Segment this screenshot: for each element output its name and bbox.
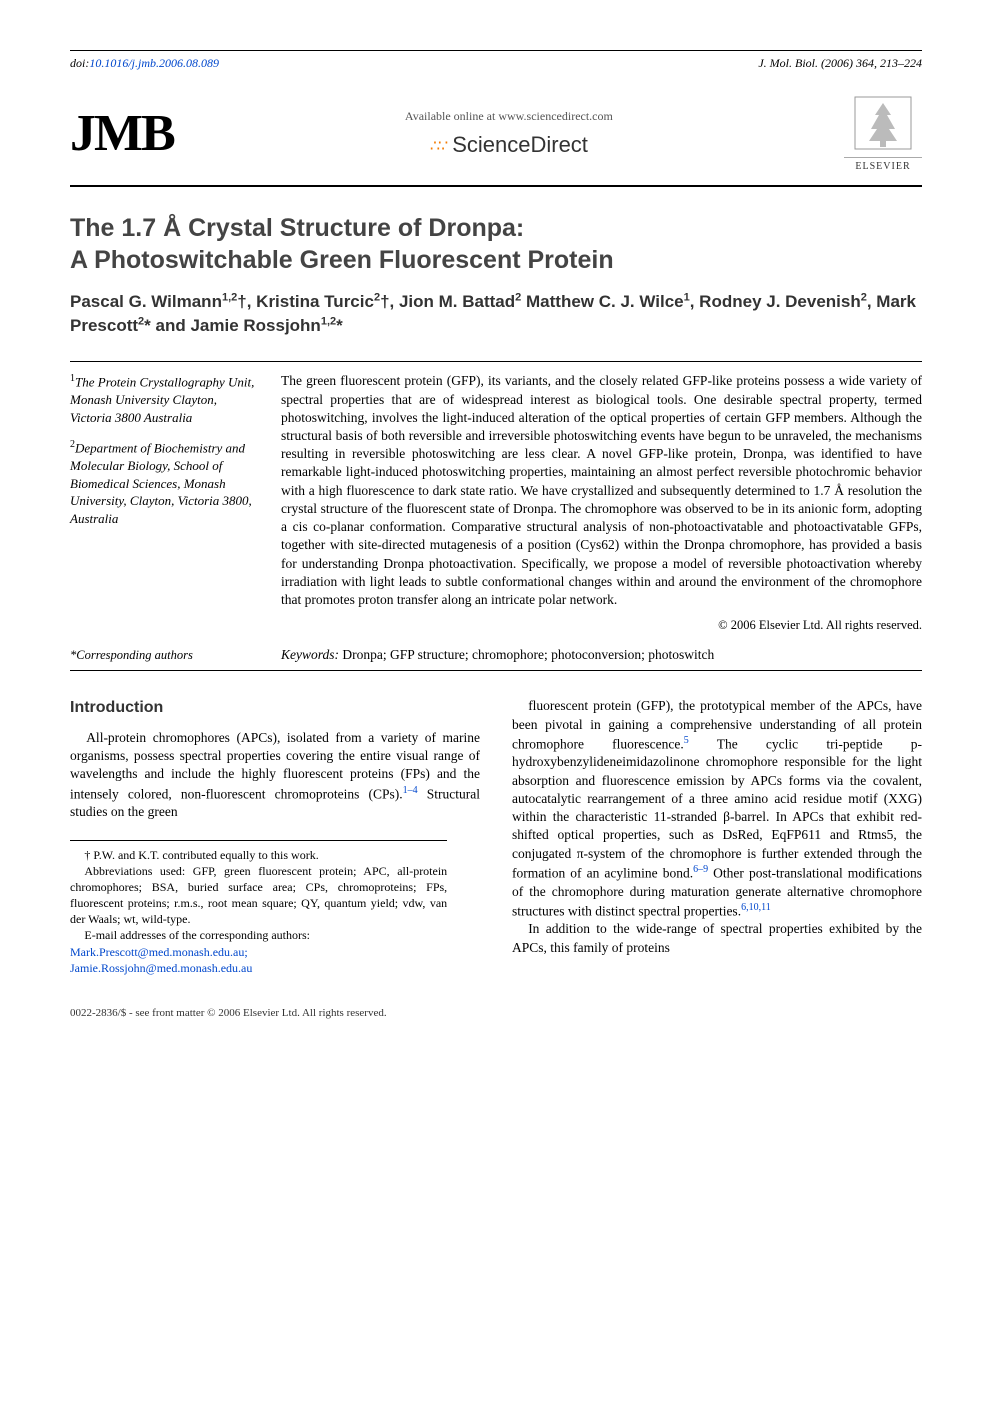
- intro2-b: The cyclic tri-peptide p-hydroxybenzylid…: [512, 736, 922, 880]
- body-columns: Introduction All-protein chromophores (A…: [70, 697, 922, 976]
- abstract-column: The green fluorescent protein (GFP), its…: [281, 372, 922, 634]
- keywords-label: Keywords:: [281, 647, 339, 662]
- article-title: The 1.7 Å Crystal Structure of Dronpa: A…: [70, 213, 922, 276]
- sciencedirect-dots-icon: ∴∵: [430, 138, 446, 155]
- footnote-email-label: E-mail addresses of the corresponding au…: [70, 927, 447, 943]
- footnote-equal-contrib: † P.W. and K.T. contributed equally to t…: [70, 847, 447, 863]
- left-column: Introduction All-protein chromophores (A…: [70, 697, 480, 976]
- ref-link-1-4[interactable]: 1–4: [403, 785, 418, 796]
- affil-2-text: Department of Biochemistry and Molecular…: [70, 441, 252, 526]
- affil-abstract-row: 1The Protein Crystallography Unit, Monas…: [70, 361, 922, 634]
- footnote-abbreviations: Abbreviations used: GFP, green fluoresce…: [70, 863, 447, 928]
- affiliation-2: 2Department of Biochemistry and Molecula…: [70, 438, 255, 527]
- top-meta-bar: doi:10.1016/j.jmb.2006.08.089 J. Mol. Bi…: [70, 50, 922, 71]
- abstract-copyright: © 2006 Elsevier Ltd. All rights reserved…: [281, 617, 922, 634]
- elsevier-label: ELSEVIER: [844, 157, 922, 174]
- footnote-email-2[interactable]: Jamie.Rossjohn@med.monash.edu.au: [70, 960, 447, 976]
- corresponding-authors-label: *Corresponding authors: [70, 647, 255, 664]
- affiliation-1: 1The Protein Crystallography Unit, Monas…: [70, 372, 255, 426]
- journal-ref: J. Mol. Biol. (2006) 364, 213–224: [758, 55, 922, 71]
- elsevier-tree-icon: [844, 95, 922, 157]
- title-line-2: A Photoswitchable Green Fluorescent Prot…: [70, 246, 614, 274]
- keywords-text: Dronpa; GFP structure; chromophore; phot…: [339, 647, 714, 662]
- doi: doi:10.1016/j.jmb.2006.08.089: [70, 55, 219, 71]
- authors-list: Pascal G. Wilmann1,2†, Kristina Turcic2†…: [70, 290, 922, 338]
- affiliations-column: 1The Protein Crystallography Unit, Monas…: [70, 372, 255, 634]
- keywords-row: *Corresponding authors Keywords: Dronpa;…: [70, 646, 922, 671]
- elsevier-logo-block: ELSEVIER: [844, 95, 922, 173]
- sciencedirect-block: Available online at www.sciencedirect.co…: [202, 108, 816, 160]
- doi-prefix: doi:: [70, 56, 89, 70]
- jmb-logo: JMB: [70, 108, 174, 160]
- header-band: JMB Available online at www.sciencedirec…: [70, 89, 922, 187]
- introduction-heading: Introduction: [70, 697, 480, 719]
- footer-copyright: 0022-2836/$ - see front matter © 2006 El…: [70, 1006, 922, 1021]
- title-line-1: The 1.7 Å Crystal Structure of Dronpa:: [70, 214, 524, 242]
- intro-paragraph-3: In addition to the wide-range of spectra…: [512, 920, 922, 956]
- intro-paragraph-2: fluorescent protein (GFP), the prototypi…: [512, 697, 922, 920]
- available-online-text: Available online at www.sciencedirect.co…: [202, 108, 816, 124]
- footnotes-block: † P.W. and K.T. contributed equally to t…: [70, 840, 447, 977]
- intro-paragraph-1: All-protein chromophores (APCs), isolate…: [70, 729, 480, 822]
- footnote-email-1[interactable]: Mark.Prescott@med.monash.edu.au;: [70, 944, 447, 960]
- sciencedirect-logo: ∴∵ ScienceDirect: [202, 130, 816, 160]
- affil-1-text: The Protein Crystallography Unit, Monash…: [70, 375, 254, 425]
- keywords-column: Keywords: Dronpa; GFP structure; chromop…: [281, 646, 922, 664]
- ref-link-6-10-11[interactable]: 6,10,11: [741, 902, 771, 913]
- ref-link-6-9[interactable]: 6–9: [693, 864, 708, 875]
- doi-link[interactable]: 10.1016/j.jmb.2006.08.089: [89, 56, 219, 70]
- right-column: fluorescent protein (GFP), the prototypi…: [512, 697, 922, 976]
- sciencedirect-text: ScienceDirect: [452, 132, 588, 157]
- abstract-text: The green fluorescent protein (GFP), its…: [281, 372, 922, 609]
